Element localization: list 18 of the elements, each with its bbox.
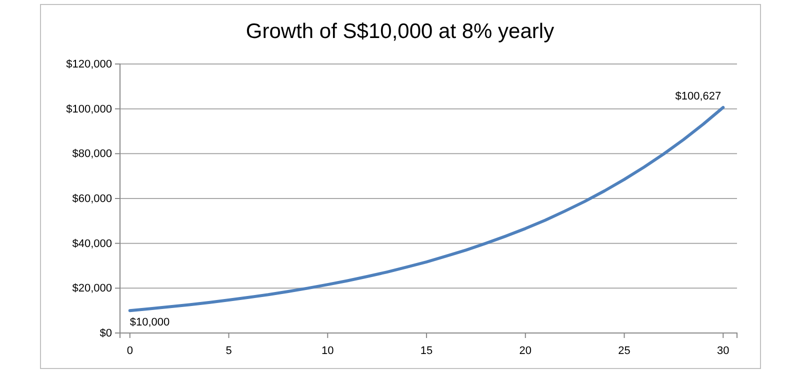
y-tick-label: $80,000 — [72, 148, 112, 160]
data-label: $100,627 — [675, 90, 722, 102]
x-tick-label: 30 — [717, 345, 730, 358]
x-tick-label: 20 — [519, 345, 532, 358]
x-tick-label: 10 — [322, 345, 334, 358]
y-tick-label: $60,000 — [72, 193, 112, 206]
x-tick-label: 25 — [618, 345, 630, 358]
y-tick-label: $0 — [100, 328, 112, 340]
x-tick-label: 0 — [126, 345, 133, 358]
line-series — [128, 106, 725, 312]
y-tick-label: $120,000 — [66, 58, 112, 71]
data-label: $10,000 — [130, 316, 170, 329]
chart-title: Growth of S$10,000 at 8% yearly — [246, 20, 555, 43]
y-tick-label: $40,000 — [72, 238, 112, 250]
y-tick-label: $20,000 — [72, 282, 112, 295]
y-tick-label: $100,000 — [66, 103, 112, 116]
x-tick-label: 5 — [226, 345, 232, 358]
x-tick-label: 15 — [420, 345, 433, 358]
